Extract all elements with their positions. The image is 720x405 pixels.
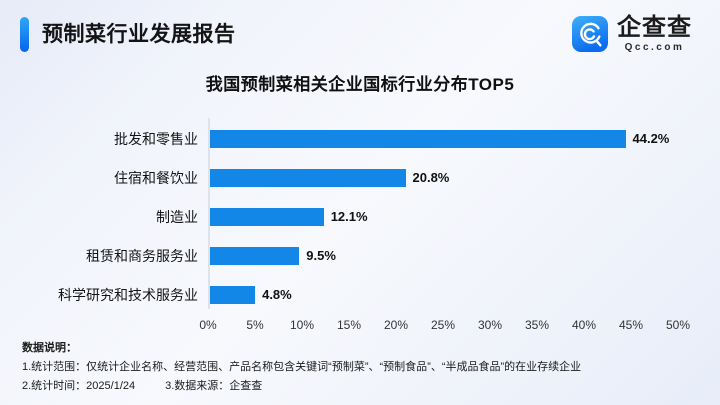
bar-row: 制造业 12.1% [0, 197, 720, 236]
bar [210, 129, 626, 148]
value-label: 4.8% [262, 287, 292, 302]
value-label: 20.8% [412, 170, 450, 185]
footer-note-scope: 1.统计范围：仅统计企业名称、经营范围、产品名称包含关键词“预制菜”、“预制食品… [22, 361, 582, 373]
x-tick-label: 50% [665, 318, 691, 332]
footer-notes: 数据说明： 1.统计范围：仅统计企业名称、经营范围、产品名称包含关键词“预制菜”… [22, 342, 581, 399]
title-accent-bar [20, 17, 29, 52]
x-tick-label: 40% [571, 318, 597, 332]
bar [210, 207, 324, 226]
footer-heading: 数据说明： [22, 342, 77, 354]
qcc-logo-text: 企查查 Qcc.com [617, 15, 692, 53]
category-label: 租赁和商务服务业 [86, 247, 198, 264]
x-tick-label: 0% [199, 318, 217, 332]
bar [210, 246, 300, 265]
x-tick-label: 30% [477, 318, 503, 332]
chart-title: 我国预制菜相关企业国标行业分布TOP5 [205, 75, 515, 94]
x-tick-label: 45% [618, 318, 644, 332]
category-label: 住宿和餐饮业 [114, 169, 198, 186]
qcc-logo-icon [572, 16, 608, 53]
category-label: 制造业 [156, 208, 198, 225]
bar-row: 住宿和餐饮业 20.8% [0, 158, 720, 197]
x-tick-label: 10% [289, 318, 315, 332]
bar-row: 科学研究和技术服务业 4.8% [0, 275, 720, 314]
value-label: 44.2% [632, 131, 670, 146]
category-label: 科学研究和技术服务业 [58, 286, 198, 303]
x-tick-label: 25% [430, 318, 456, 332]
bar-row: 批发和零售业 44.2% [0, 119, 720, 158]
category-label: 批发和零售业 [114, 130, 198, 147]
qcc-logo-domain: Qcc.com [624, 42, 685, 54]
x-tick-label: 20% [383, 318, 409, 332]
bar [210, 285, 256, 304]
value-label: 9.5% [306, 248, 336, 263]
footer-note-meta: 2.统计时间：2025/1/24 3.数据来源：企查查 [22, 380, 581, 392]
x-tick-label: 5% [246, 318, 264, 332]
x-axis: 0% 5% 10% 15% 20% 25% 30% 35% 40% 45% 50% [199, 318, 690, 332]
x-tick-label: 15% [336, 318, 362, 332]
footer-note-source: 3.数据来源：企查查 [165, 380, 263, 392]
qcc-logo[interactable]: 企查查 Qcc.com [572, 15, 692, 53]
bar-rows: 批发和零售业 44.2% 住宿和餐饮业 20.8% 制造业 12.1% 租赁和商务服务业 9.… [0, 119, 720, 314]
x-tick-label: 35% [524, 318, 550, 332]
y-axis-line [208, 118, 210, 309]
bar [210, 168, 406, 187]
page-title: 预制菜行业发展报告 [42, 23, 236, 46]
qcc-logo-name: 企查查 [617, 14, 692, 41]
bar-row: 租赁和商务服务业 9.5% [0, 236, 720, 275]
footer-note-date: 2.统计时间：2025/1/24 [22, 380, 136, 392]
value-label: 12.1% [330, 209, 368, 224]
